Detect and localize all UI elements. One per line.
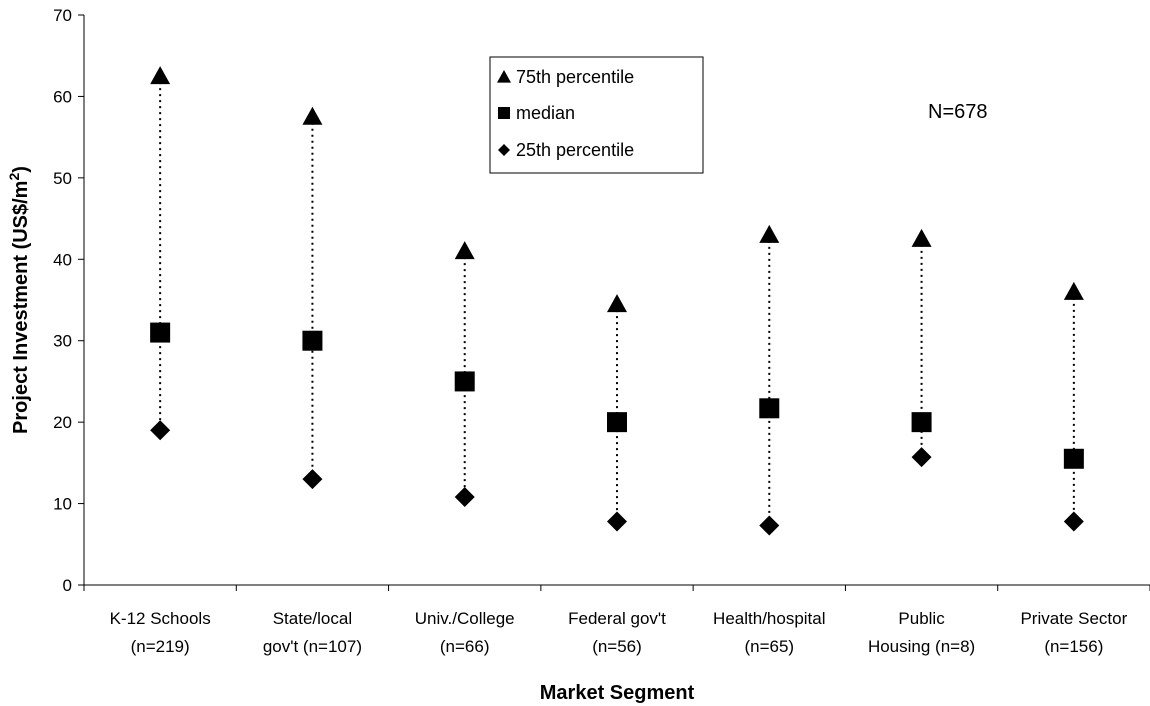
square-marker [607, 412, 627, 433]
square-marker [1063, 448, 1084, 469]
diamond-marker [150, 420, 171, 441]
x-category-label: Federal gov't [568, 609, 666, 628]
legend-triangle-icon [497, 70, 511, 83]
y-ticks: 0 10 20 30 40 50 60 70 [53, 6, 84, 595]
legend-label: 25th percentile [516, 140, 634, 160]
x-category-label: Public [898, 609, 945, 628]
y-tick-label: 70 [53, 6, 72, 25]
x-category-sublabel: (n=65) [744, 637, 794, 656]
y-axis-title-close: ) [10, 166, 32, 173]
y-tick-label: 60 [53, 87, 72, 106]
y-axis-title: Project Investment (US$/m2) [6, 166, 32, 434]
diamond-marker [759, 515, 780, 536]
x-category-sublabel: (n=66) [440, 637, 490, 656]
diamond-marker [911, 447, 932, 468]
y-tick-label: 50 [53, 169, 72, 188]
legend-label: median [516, 103, 575, 123]
legend: 75th percentile median 25th percentile [489, 56, 704, 174]
triangle-marker [911, 228, 932, 247]
square-marker [302, 330, 323, 351]
annotation-total: N=678 [928, 101, 988, 123]
y-tick-label: 0 [63, 576, 72, 595]
triangle-marker [1063, 281, 1084, 300]
x-category-sublabel: Housing (n=8) [868, 637, 975, 656]
triangle-marker [759, 224, 780, 243]
x-category-sublabel: (n=156) [1044, 637, 1103, 656]
legend-square-icon [498, 107, 510, 119]
legend-diamond-icon [498, 144, 510, 156]
y-tick-label: 20 [53, 413, 72, 432]
y-tick-label: 40 [53, 250, 72, 269]
square-marker [150, 322, 171, 343]
x-category-label: State/local [273, 609, 352, 628]
legend-box [489, 56, 704, 174]
y-axis-title-main: Project Investment (US$/m [10, 181, 32, 434]
x-category-label: K-12 Schools [110, 609, 211, 628]
y-tick-label: 10 [53, 495, 72, 514]
y-tick-label: 30 [53, 332, 72, 351]
triangle-marker [607, 294, 627, 313]
diamond-marker [1063, 511, 1084, 532]
x-ticks: K-12 Schools (n=219) State/local gov't (n=1… [83, 585, 1150, 656]
triangle-marker [302, 106, 323, 125]
diamond-marker [302, 469, 323, 490]
x-axis-title: Market Segment [540, 682, 695, 704]
triangle-marker [150, 66, 171, 85]
x-category-sublabel: (n=56) [592, 637, 642, 656]
square-marker [911, 412, 932, 433]
y-axis-title-superscript: 2 [6, 173, 22, 181]
square-marker [454, 371, 475, 392]
legend-label: 75th percentile [516, 67, 634, 87]
x-category-label: Univ./College [415, 609, 515, 628]
diamond-marker [454, 487, 475, 508]
axes [83, 15, 1150, 586]
x-category-label: Health/hospital [713, 609, 825, 628]
x-category-sublabel: (n=219) [131, 637, 190, 656]
x-category-label: Private Sector [1020, 609, 1127, 628]
triangle-marker [454, 241, 475, 260]
diamond-marker [607, 511, 627, 532]
x-category-sublabel: gov't (n=107) [263, 637, 362, 656]
square-marker [759, 398, 780, 419]
data-markers [150, 66, 1084, 536]
